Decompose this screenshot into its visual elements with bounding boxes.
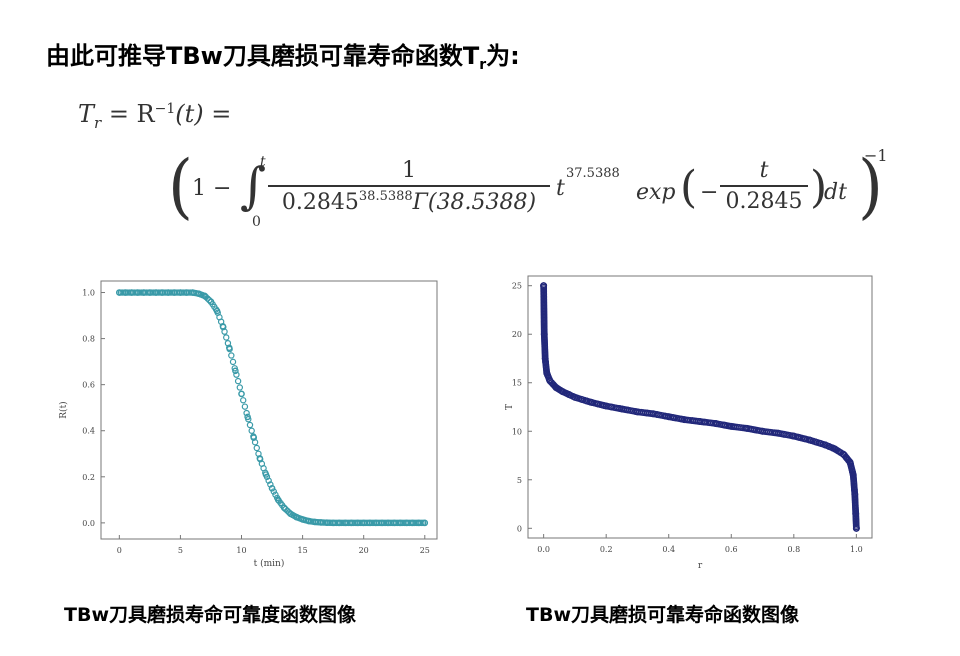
page-heading: 由此可推导TBw刀具磨损可靠寿命函数Tr为: xyxy=(46,42,520,73)
curve-marker xyxy=(852,524,860,532)
curve-marker xyxy=(245,416,252,423)
curve-marker xyxy=(233,371,240,378)
curve-marker xyxy=(231,365,238,372)
curve-marker xyxy=(238,390,245,398)
y-tick-label: 15 xyxy=(512,379,522,388)
curve-marker xyxy=(272,491,279,498)
curve-marker xyxy=(268,485,276,492)
y-tick-label: 20 xyxy=(512,330,522,339)
curve-marker xyxy=(845,456,852,464)
formula-line-1: Tr = R−1(t) = xyxy=(78,100,232,132)
curve-marker xyxy=(229,358,237,366)
x-tick-label: 0.4 xyxy=(662,545,675,554)
inner-fraction: t 0.2845 xyxy=(720,158,808,214)
curve-marker xyxy=(248,427,255,434)
curve-marker xyxy=(204,295,211,302)
curve-marker xyxy=(280,504,288,511)
curve-marker xyxy=(265,477,272,484)
data-point xyxy=(232,367,239,375)
curve-marker xyxy=(263,473,271,481)
x-tick-label: 1.0 xyxy=(850,545,863,554)
curve-marker xyxy=(219,322,227,330)
reliable-life-chart: 0.0 0.2 0.4 0.6 0.8 1.0 0 5 10 15 20 25 r T xyxy=(505,275,873,571)
x-tick-label: 5 xyxy=(178,546,183,555)
y-tick-label: 0.2 xyxy=(82,473,95,482)
curve-marker xyxy=(270,488,277,495)
x-axis-label: r xyxy=(698,561,703,571)
curve-marker xyxy=(421,519,428,527)
main-fraction: 1 0.284538.5388Γ(38.5388) xyxy=(268,158,550,215)
curve-marker xyxy=(851,486,858,493)
curve-marker xyxy=(267,481,274,488)
y-axis-label: R(t) xyxy=(58,401,69,418)
inner-open-paren: ( xyxy=(680,162,698,213)
y-tick-label: 1.0 xyxy=(82,289,95,298)
y-tick-label: 0.6 xyxy=(82,381,95,390)
x-tick-label: 0.2 xyxy=(600,545,613,554)
curve-marker xyxy=(542,358,549,366)
close-paren: ) xyxy=(858,146,883,228)
curve-marker xyxy=(540,282,548,290)
curve-marker xyxy=(250,433,257,440)
y-tick-label: 5 xyxy=(517,476,522,485)
curve-marker xyxy=(224,339,232,347)
curve-marker xyxy=(255,450,262,457)
curve-marker xyxy=(243,409,250,417)
y-tick-label: 0.4 xyxy=(82,427,95,436)
curve-marker xyxy=(253,444,260,452)
plot-frame xyxy=(100,280,438,540)
curve-marker xyxy=(206,296,213,304)
x-tick-label: 20 xyxy=(359,546,369,555)
curve-marker xyxy=(847,460,854,468)
x-tick-label: 15 xyxy=(298,546,308,555)
y-tick-label: 0.8 xyxy=(82,335,95,344)
curve-marker xyxy=(234,377,242,385)
curve-marker xyxy=(241,403,249,410)
curve-marker xyxy=(228,352,235,359)
x-tick-label: 0 xyxy=(117,546,122,555)
x-tick-label: 0.6 xyxy=(725,545,738,554)
curve-marker xyxy=(246,421,254,429)
curve-marker xyxy=(212,306,220,313)
plot-frame xyxy=(527,275,873,539)
curve-marker xyxy=(240,397,247,404)
open-paren: ( xyxy=(168,146,193,228)
integral-sign: ∫ xyxy=(240,157,267,215)
y-tick-label: 0 xyxy=(517,524,522,533)
curve-marker xyxy=(221,328,228,335)
y-tick-label: 10 xyxy=(512,427,522,436)
reliability-chart: 0 5 10 15 20 25 0.0 0.2 0.4 0.6 0.8 1.0 t (min) R(t) xyxy=(58,280,438,569)
y-axis-label: T xyxy=(505,404,515,410)
x-axis-label: t (min) xyxy=(254,558,285,569)
x-tick-label: 25 xyxy=(420,546,430,555)
x-tick-label: 0.8 xyxy=(787,545,800,554)
x-tick-label: 0.0 xyxy=(537,545,550,554)
curve-marker xyxy=(226,345,233,353)
curve-marker xyxy=(251,439,259,446)
y-tick-label: 0.0 xyxy=(82,519,95,528)
curve-marker xyxy=(202,293,210,301)
x-tick-label: 10 xyxy=(236,546,246,555)
right-caption: TBw刀具磨损可靠寿命函数图像 xyxy=(526,604,799,626)
curve-marker xyxy=(849,468,856,476)
inner-close-paren: ) xyxy=(810,162,828,213)
curve-marker xyxy=(236,384,244,391)
left-caption: TBw刀具磨损寿命可靠度函数图像 xyxy=(64,604,356,626)
y-tick-label: 25 xyxy=(512,282,522,291)
curve-marker xyxy=(223,334,230,341)
curve-marker xyxy=(282,505,289,513)
curve-marker xyxy=(839,450,847,458)
